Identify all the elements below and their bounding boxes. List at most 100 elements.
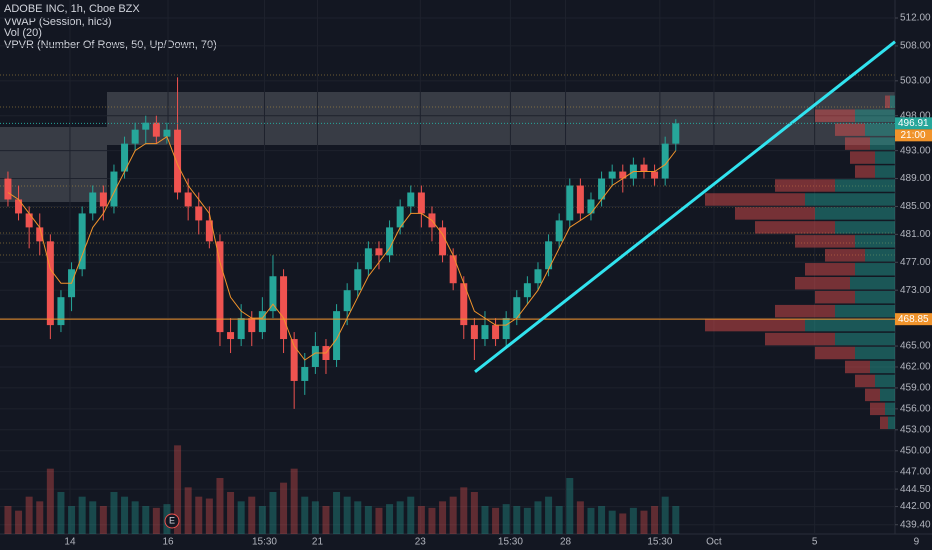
volume-bar <box>587 507 595 534</box>
candle-body <box>651 171 659 179</box>
profile-up <box>815 207 895 220</box>
volume-bar <box>672 506 680 534</box>
x-tick-label: 5 <box>812 537 818 548</box>
y-tick-label: 439.40 <box>900 519 931 530</box>
profile-down <box>705 318 805 332</box>
x-tick-label: 15:30 <box>498 537 523 548</box>
volume-bar <box>131 501 139 534</box>
candle-body <box>57 297 65 326</box>
vwap-level-label: 468.85 <box>898 314 929 325</box>
legend-vol: Vol (20) <box>4 27 42 39</box>
candle-body <box>523 283 531 298</box>
profile-up <box>850 276 895 290</box>
candle-body <box>15 199 23 214</box>
trendline <box>474 40 896 374</box>
candle-body <box>99 192 107 207</box>
volume-bar <box>375 507 383 534</box>
candle-body <box>608 171 616 179</box>
y-tick-label: 459.00 <box>900 383 931 394</box>
profile-up <box>855 109 895 122</box>
x-tick-label: 9 <box>914 537 920 548</box>
profile-up <box>885 402 895 416</box>
candle-body <box>502 318 510 340</box>
volume-bar <box>566 478 574 534</box>
profile-down <box>855 165 875 178</box>
candle-body <box>4 178 12 200</box>
volume-bar <box>407 496 415 534</box>
candle-body <box>195 206 203 221</box>
profile-levels <box>0 74 895 256</box>
candle-body <box>110 171 118 207</box>
candle-body <box>152 122 160 137</box>
candle-body <box>375 248 383 256</box>
candle-body <box>280 276 288 340</box>
volume-bar <box>258 506 266 534</box>
volume-bar <box>608 510 616 534</box>
volume-bar <box>428 507 436 534</box>
profile-up <box>865 249 895 262</box>
candle-body <box>492 325 500 340</box>
candle-body <box>333 311 341 361</box>
volume-bar <box>333 492 341 534</box>
y-tick-label: 444.50 <box>900 484 931 495</box>
y-tick-label: 456.00 <box>900 403 931 414</box>
value-area <box>107 92 895 145</box>
candle-body <box>174 129 182 193</box>
candle-body <box>417 192 425 214</box>
volume-bar <box>68 506 76 534</box>
y-tick-label: 489.00 <box>900 173 931 184</box>
volume-bar <box>534 501 542 534</box>
volume-bar <box>513 506 521 534</box>
profile-up <box>855 263 895 276</box>
volume-bar <box>311 501 319 534</box>
volume-bar <box>110 492 118 534</box>
candle-body <box>598 178 606 200</box>
candle-body <box>555 220 563 242</box>
volume-bar <box>396 501 404 534</box>
profile-down <box>855 374 875 388</box>
candle-body <box>640 164 648 172</box>
candle-body <box>227 332 235 340</box>
volume-bar <box>248 496 256 534</box>
volume-bar <box>227 492 235 534</box>
profile-down <box>775 179 835 192</box>
profile-up <box>835 221 895 234</box>
volume-bar <box>576 501 584 534</box>
x-tick-label: 15:30 <box>647 537 672 548</box>
profile-up <box>870 360 895 374</box>
volume-bar <box>4 506 12 534</box>
candle-body <box>301 366 309 381</box>
candle-body <box>481 325 489 340</box>
profile-down <box>850 151 875 164</box>
volume-bar <box>523 507 531 534</box>
x-tick-label: Oct <box>706 537 722 548</box>
volume-bar <box>121 496 129 534</box>
profile-down <box>880 416 888 430</box>
volume-bar <box>15 510 23 534</box>
profile-up <box>880 388 895 402</box>
profile-down <box>825 249 865 262</box>
profile-up <box>870 137 895 150</box>
volume-bar <box>322 506 330 534</box>
candle-body <box>131 129 139 144</box>
volume-bar <box>470 492 478 534</box>
candle-body <box>78 213 86 270</box>
profile-down <box>795 276 850 290</box>
volume-bar <box>449 496 457 534</box>
profile-up <box>890 95 895 108</box>
candle-body <box>142 122 150 130</box>
earnings-marker <box>164 513 180 529</box>
candle-body <box>89 192 97 214</box>
y-tick-label: 485.00 <box>900 201 931 212</box>
profile-up <box>835 332 895 346</box>
volume-bar <box>25 496 33 534</box>
volume-bar <box>195 496 203 534</box>
y-tick-label: 442.00 <box>900 501 931 512</box>
profile-up <box>875 374 895 388</box>
candle-body <box>470 325 478 340</box>
candle-body <box>248 318 256 333</box>
volume-bar <box>354 501 362 534</box>
candle-body <box>619 171 627 179</box>
y-tick-label: 465.00 <box>900 341 931 352</box>
